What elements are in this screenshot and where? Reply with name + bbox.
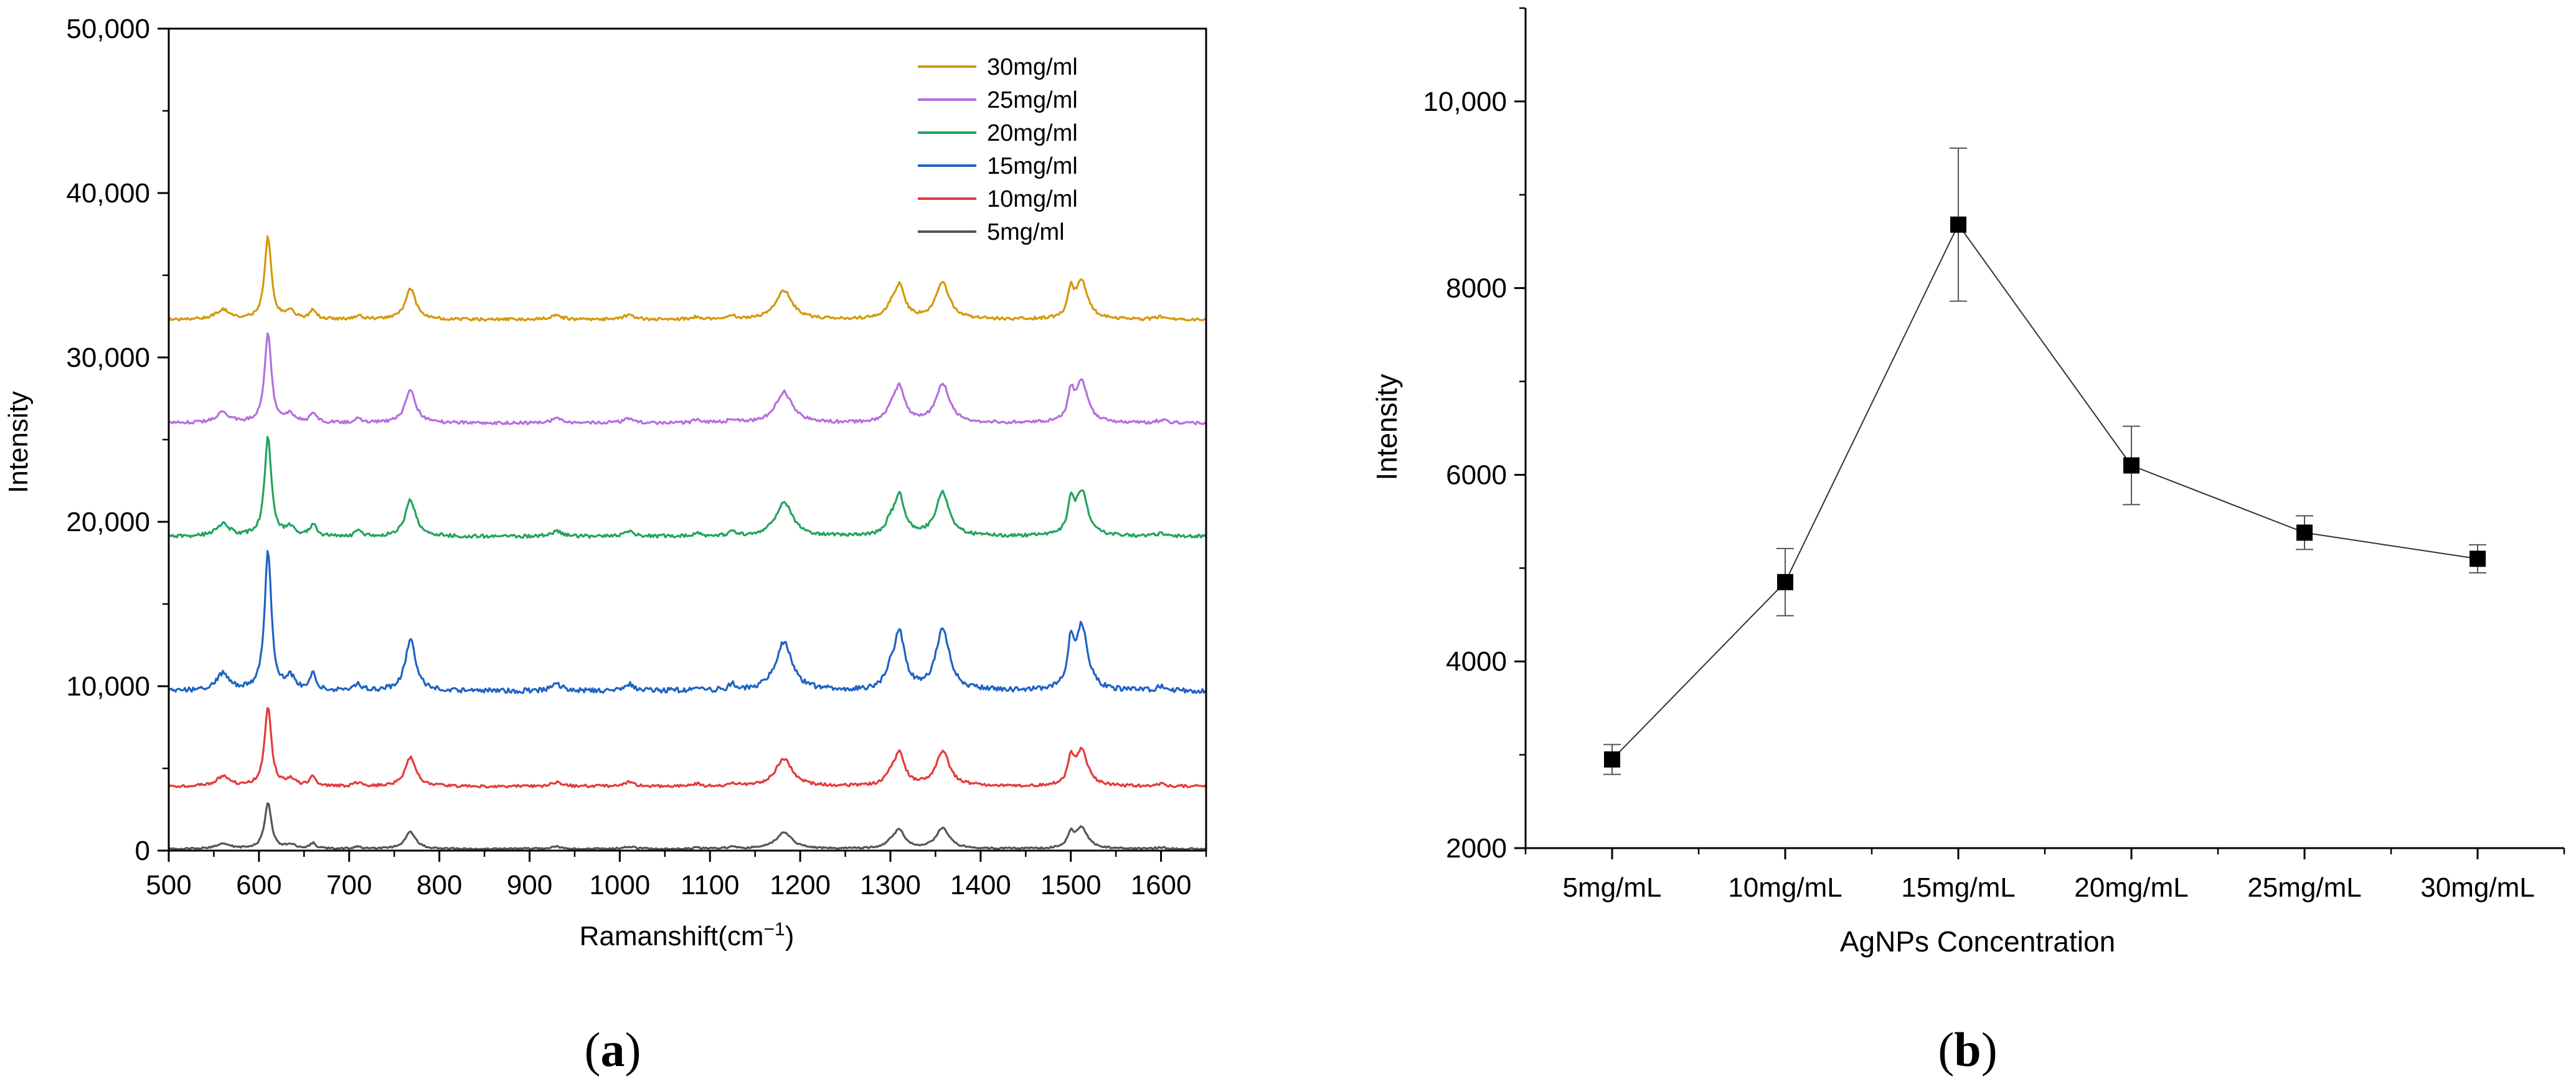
panel-a-x-tick-label: 1200 xyxy=(770,870,831,900)
panel-a-spectra-chart: 500 600 700 800 900 1000 1100 1200 1300 1400 1500 1… xyxy=(3,14,1207,1077)
x-axis-title-close: ) xyxy=(785,921,795,951)
panel-b-category-label: 20mg/mL xyxy=(2074,872,2188,903)
legend-label: 15mg/ml xyxy=(987,153,1078,179)
legend-label: 30mg/ml xyxy=(987,54,1078,80)
panel-a-y-tick-label: 40,000 xyxy=(66,178,150,209)
spectrum-line-15mg-per-ml xyxy=(167,550,1206,694)
panel-b-label-letter: b xyxy=(1954,1022,1981,1077)
panel-b-x-axis-title: AgNPs Concentration xyxy=(1840,925,2115,958)
x-axis-title-superscript: −1 xyxy=(763,919,785,940)
panel-a-axes: 500 600 700 800 900 1000 1100 1200 1300 1400 1500 1… xyxy=(66,14,1207,900)
panel-a-y-tick-label: 50,000 xyxy=(66,14,150,44)
panel-a-x-axis-title: Ramanshift(cm−1) xyxy=(580,919,795,951)
legend-label: 10mg/ml xyxy=(987,186,1078,212)
data-point-marker xyxy=(2470,550,2486,567)
panel-a-x-tick-label: 700 xyxy=(326,870,372,900)
panel-b-y-tick-label: 4000 xyxy=(1446,646,1507,677)
spectrum-line-25mg-per-ml xyxy=(168,332,1206,426)
data-point-marker xyxy=(2123,457,2140,474)
panel-a-x-tick-label: 1300 xyxy=(860,870,921,900)
panel-a-y-tick-label: 0 xyxy=(135,836,150,866)
panel-a-y-tick-label: 30,000 xyxy=(66,342,150,373)
panel-b-y-tick-label: 10,000 xyxy=(1423,87,1507,117)
spectra-series-group xyxy=(167,235,1206,851)
panel-a-y-axis-title: Intensity xyxy=(3,391,34,493)
panel-b-category-label: 25mg/mL xyxy=(2247,872,2361,903)
panel-a-x-tick-label: 1000 xyxy=(589,870,650,900)
panel-a-label: (a) xyxy=(585,1022,641,1077)
legend-label: 20mg/ml xyxy=(987,120,1078,146)
data-point-marker xyxy=(2296,524,2313,541)
panel-a-x-tick-label: 500 xyxy=(146,870,191,900)
panel-a-x-tick-label: 800 xyxy=(417,870,462,900)
panel-a-x-tick-label: 600 xyxy=(236,870,281,900)
panel-a-x-tick-label: 1400 xyxy=(950,870,1011,900)
panel-a-x-tick-label: 1500 xyxy=(1040,870,1102,900)
legend-label: 25mg/ml xyxy=(987,87,1078,113)
panel-b-data-group xyxy=(1603,147,2486,775)
data-point-marker xyxy=(1604,751,1620,768)
panel-b-trend-line xyxy=(1611,223,2478,760)
panel-a-plot-frame xyxy=(167,27,1207,852)
panel-b-concentration-chart: 2000 4000 6000 8000 10,000 5mg/mL 10mg/mL 15mg/… xyxy=(1371,7,2565,1077)
legend-label: 5mg/ml xyxy=(987,219,1065,245)
panel-a-y-tick-label: 10,000 xyxy=(66,671,150,702)
spectrum-line-30mg-per-ml xyxy=(167,235,1206,322)
panel-b-y-tick-label: 6000 xyxy=(1446,460,1507,490)
panel-a-x-tick-label: 900 xyxy=(507,870,552,900)
spectrum-line-5mg-per-ml xyxy=(168,802,1206,851)
panel-b-category-label: 30mg/mL xyxy=(2420,872,2534,903)
panel-b-category-label: 10mg/mL xyxy=(1728,872,1842,903)
panel-b-y-tick-label: 2000 xyxy=(1446,833,1507,864)
spectrum-line-20mg-per-ml xyxy=(167,436,1206,539)
panel-b-category-label: 15mg/mL xyxy=(1901,872,2015,903)
panel-b-label: (b) xyxy=(1938,1022,1997,1077)
panel-b-axes: 2000 4000 6000 8000 10,000 5mg/mL 10mg/mL 15mg/… xyxy=(1423,7,2565,903)
data-point-marker xyxy=(1777,574,1793,590)
x-axis-title-main: Ramanshift(cm xyxy=(580,921,764,951)
data-point-marker xyxy=(1950,216,1966,233)
panel-b-y-tick-label: 8000 xyxy=(1446,273,1507,304)
panel-a-label-letter: a xyxy=(601,1022,625,1077)
spectrum-line-10mg-per-ml xyxy=(167,707,1206,789)
panel-a-x-tick-label: 1100 xyxy=(681,870,740,900)
panel-b-category-label: 5mg/mL xyxy=(1563,872,1662,903)
panel-a-y-tick-label: 20,000 xyxy=(66,507,150,537)
panel-a-x-tick-label: 1600 xyxy=(1131,870,1192,900)
panel-a-legend: 30mg/ml 25mg/ml 20mg/ml 15mg/ml 10mg/ml 5mg/m… xyxy=(918,54,1078,245)
panel-b-y-axis-title: Intensity xyxy=(1371,374,1403,480)
